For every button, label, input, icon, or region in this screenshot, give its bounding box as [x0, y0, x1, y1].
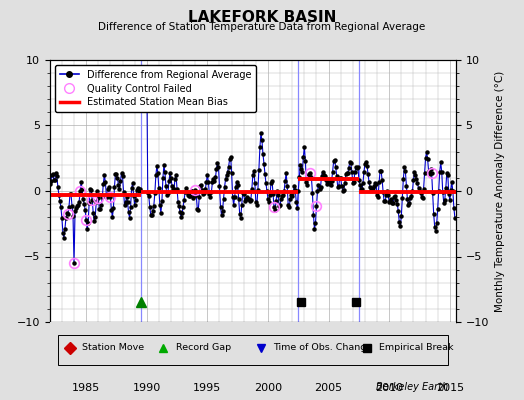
Text: Station Move: Station Move	[82, 343, 145, 352]
Bar	[58, 335, 447, 365]
Y-axis label: Monthly Temperature Anomaly Difference (°C): Monthly Temperature Anomaly Difference (…	[495, 70, 505, 312]
Text: 2010: 2010	[375, 383, 403, 393]
Text: 1985: 1985	[72, 383, 100, 393]
Text: Difference of Station Temperature Data from Regional Average: Difference of Station Temperature Data f…	[99, 22, 425, 32]
Legend: Difference from Regional Average, Quality Control Failed, Estimated Station Mean: Difference from Regional Average, Qualit…	[54, 65, 256, 112]
Text: Time of Obs. Change: Time of Obs. Change	[273, 343, 372, 352]
Text: 2015: 2015	[436, 383, 464, 393]
Text: 1995: 1995	[193, 383, 222, 393]
Text: Berkeley Earth: Berkeley Earth	[376, 382, 447, 392]
Text: Record Gap: Record Gap	[176, 343, 231, 352]
Text: 2000: 2000	[254, 383, 282, 393]
Text: 1990: 1990	[133, 383, 161, 393]
Text: 2005: 2005	[314, 383, 343, 393]
Text: LAKEFORK BASIN: LAKEFORK BASIN	[188, 10, 336, 25]
Text: Empirical Break: Empirical Break	[379, 343, 453, 352]
